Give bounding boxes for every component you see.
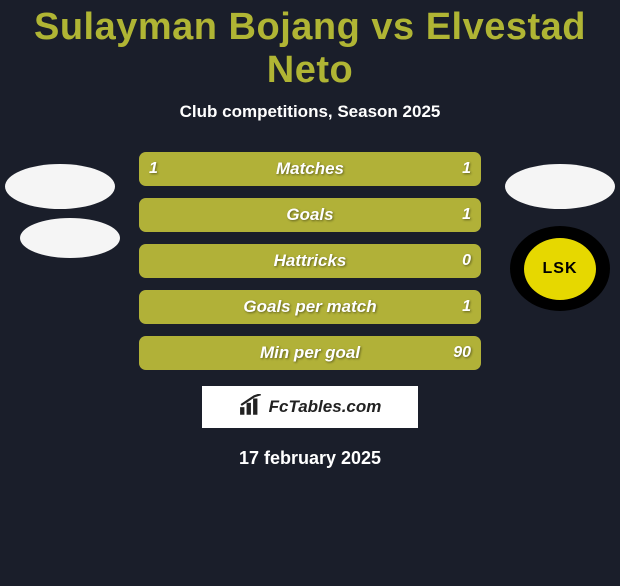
stat-row: Goals1 bbox=[139, 198, 481, 232]
chart-icon bbox=[239, 394, 265, 421]
bar-left bbox=[139, 198, 481, 232]
player-badge-right-1 bbox=[505, 164, 615, 209]
date-label: 17 february 2025 bbox=[0, 448, 620, 469]
branding-text: FcTables.com bbox=[269, 397, 382, 417]
bar-left bbox=[139, 152, 310, 186]
player-badge-left-2 bbox=[20, 218, 120, 258]
page-title: Sulayman Bojang vs Elvestad Neto bbox=[0, 6, 620, 92]
subtitle: Club competitions, Season 2025 bbox=[0, 102, 620, 122]
stats-area: LSK Matches11 Goals1 Hattricks0 Goals per m… bbox=[0, 152, 620, 370]
club-badge-text: LSK bbox=[524, 238, 596, 300]
bar-left bbox=[139, 290, 481, 324]
bar-right bbox=[310, 152, 481, 186]
club-badge-right: LSK bbox=[510, 226, 610, 311]
stat-row: Goals per match1 bbox=[139, 290, 481, 324]
stat-row: Min per goal90 bbox=[139, 336, 481, 370]
infographic-root: Sulayman Bojang vs Elvestad Neto Club co… bbox=[0, 6, 620, 586]
stat-rows: Matches11 Goals1 Hattricks0 Goals per match… bbox=[139, 152, 481, 370]
stat-row: Matches11 bbox=[139, 152, 481, 186]
bar-left bbox=[139, 244, 481, 278]
stat-row: Hattricks0 bbox=[139, 244, 481, 278]
branding-box: FcTables.com bbox=[202, 386, 418, 428]
player-badge-left-1 bbox=[5, 164, 115, 209]
bar-left bbox=[139, 336, 481, 370]
